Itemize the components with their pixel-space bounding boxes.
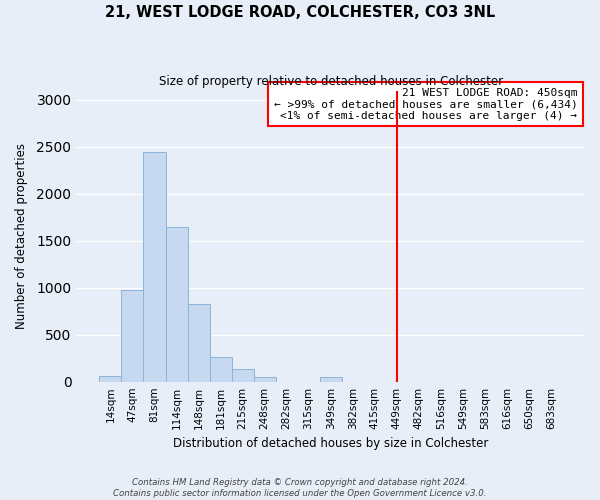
Bar	[232, 370, 254, 382]
Bar	[254, 377, 275, 382]
Bar	[100, 376, 121, 382]
Y-axis label: Number of detached properties: Number of detached properties	[15, 143, 28, 329]
Bar	[320, 377, 341, 382]
Bar	[143, 152, 166, 382]
X-axis label: Distribution of detached houses by size in Colchester: Distribution of detached houses by size …	[173, 437, 488, 450]
Bar	[188, 304, 209, 382]
Bar	[209, 358, 232, 382]
Title: Size of property relative to detached houses in Colchester: Size of property relative to detached ho…	[158, 75, 503, 88]
Text: Contains HM Land Registry data © Crown copyright and database right 2024.
Contai: Contains HM Land Registry data © Crown c…	[113, 478, 487, 498]
Bar	[166, 226, 188, 382]
Text: 21 WEST LODGE ROAD: 450sqm
← >99% of detached houses are smaller (6,434)
<1% of : 21 WEST LODGE ROAD: 450sqm ← >99% of det…	[274, 88, 577, 121]
Text: 21, WEST LODGE ROAD, COLCHESTER, CO3 3NL: 21, WEST LODGE ROAD, COLCHESTER, CO3 3NL	[105, 5, 495, 20]
Bar	[121, 290, 143, 382]
